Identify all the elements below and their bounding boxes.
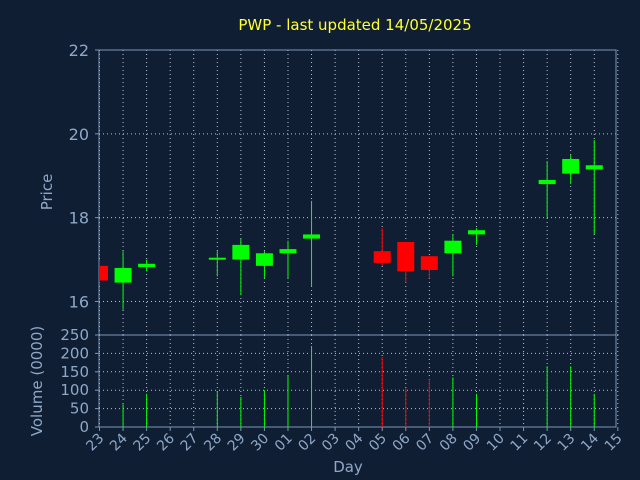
candle	[538, 161, 556, 218]
day-tick-label: 02	[295, 431, 319, 455]
day-tick-label: 15	[602, 431, 626, 455]
candle	[255, 251, 273, 279]
volume-tick-label: 100	[60, 381, 89, 399]
candle-body	[444, 240, 462, 254]
candle-body	[373, 251, 391, 263]
day-tick-label: 27	[178, 431, 202, 455]
day-tick-label: 10	[484, 431, 508, 455]
volume-tick-label: 0	[79, 418, 89, 436]
day-axis: 23 24 25 26 27 28 29 30 01 02 03 04 05 06 07 08 09 10 11 12…	[83, 427, 626, 455]
price-panel-gridlines	[99, 49, 619, 335]
candle	[208, 251, 226, 277]
day-tick-label: 29	[225, 431, 249, 455]
day-tick-label: 11	[507, 431, 531, 455]
day-tick-label: 04	[343, 430, 367, 454]
candle-body	[99, 265, 108, 281]
day-tick-label: 09	[460, 431, 484, 455]
price-tick-label: 20	[69, 125, 89, 144]
day-tick-label: 25	[131, 431, 155, 455]
candle	[303, 200, 321, 287]
volume-tick-label: 200	[60, 344, 89, 362]
candle-body	[538, 179, 556, 185]
candle-body	[420, 256, 438, 271]
candle	[420, 256, 438, 279]
candle-body	[255, 253, 273, 266]
candle	[279, 240, 297, 279]
candle-body	[208, 257, 226, 260]
day-tick-label: 07	[413, 431, 437, 455]
candle	[373, 228, 391, 266]
candle	[444, 234, 462, 277]
price-tick-label: 16	[69, 292, 89, 311]
volume-panel-frame	[98, 334, 617, 428]
price-axis: 16 18 20 22	[69, 41, 99, 311]
candle	[397, 241, 415, 283]
volume-tick-label: 50	[70, 400, 89, 418]
volume-series	[122, 346, 595, 427]
chart-title: PWP - last updated 14/05/2025	[238, 16, 471, 34]
candle-body	[303, 234, 321, 239]
candle	[138, 259, 156, 272]
candle-body	[562, 158, 580, 174]
day-tick-label: 28	[201, 431, 225, 455]
day-tick-label: 13	[555, 431, 579, 455]
volume-tick-label: 150	[60, 363, 89, 381]
day-tick-label: 26	[154, 430, 178, 454]
candlestick-series	[99, 140, 603, 310]
price-panel-frame	[98, 49, 617, 336]
x-axis-label: Day	[333, 458, 363, 476]
day-tick-label: 12	[531, 431, 555, 455]
day-tick-label: 06	[390, 430, 414, 454]
price-tick-label: 22	[69, 41, 89, 60]
candle	[232, 238, 250, 296]
candle	[562, 154, 580, 185]
candle-body	[279, 249, 297, 254]
day-tick-label: 05	[366, 431, 390, 455]
volume-tick-label: 250	[60, 326, 89, 344]
candle-body	[585, 165, 603, 170]
candle	[585, 140, 603, 235]
candle	[114, 251, 132, 310]
day-tick-label: 30	[248, 431, 272, 455]
day-tick-label: 03	[319, 431, 343, 455]
price-axis-label: Price	[38, 174, 56, 211]
candle-body	[232, 244, 250, 260]
day-tick-label: 01	[272, 431, 296, 455]
day-tick-label: 14	[578, 430, 602, 454]
day-tick-label: 24	[107, 430, 131, 454]
candle-body	[114, 267, 132, 283]
candle	[99, 261, 108, 283]
candle-body	[138, 263, 156, 268]
day-tick-label: 08	[437, 431, 461, 455]
candle	[467, 228, 485, 245]
candle-body	[397, 241, 415, 272]
candle-body	[467, 230, 485, 235]
volume-axis-label: Volume (0000)	[28, 326, 46, 436]
price-tick-label: 18	[69, 209, 89, 228]
volume-panel-gridlines	[99, 334, 619, 428]
